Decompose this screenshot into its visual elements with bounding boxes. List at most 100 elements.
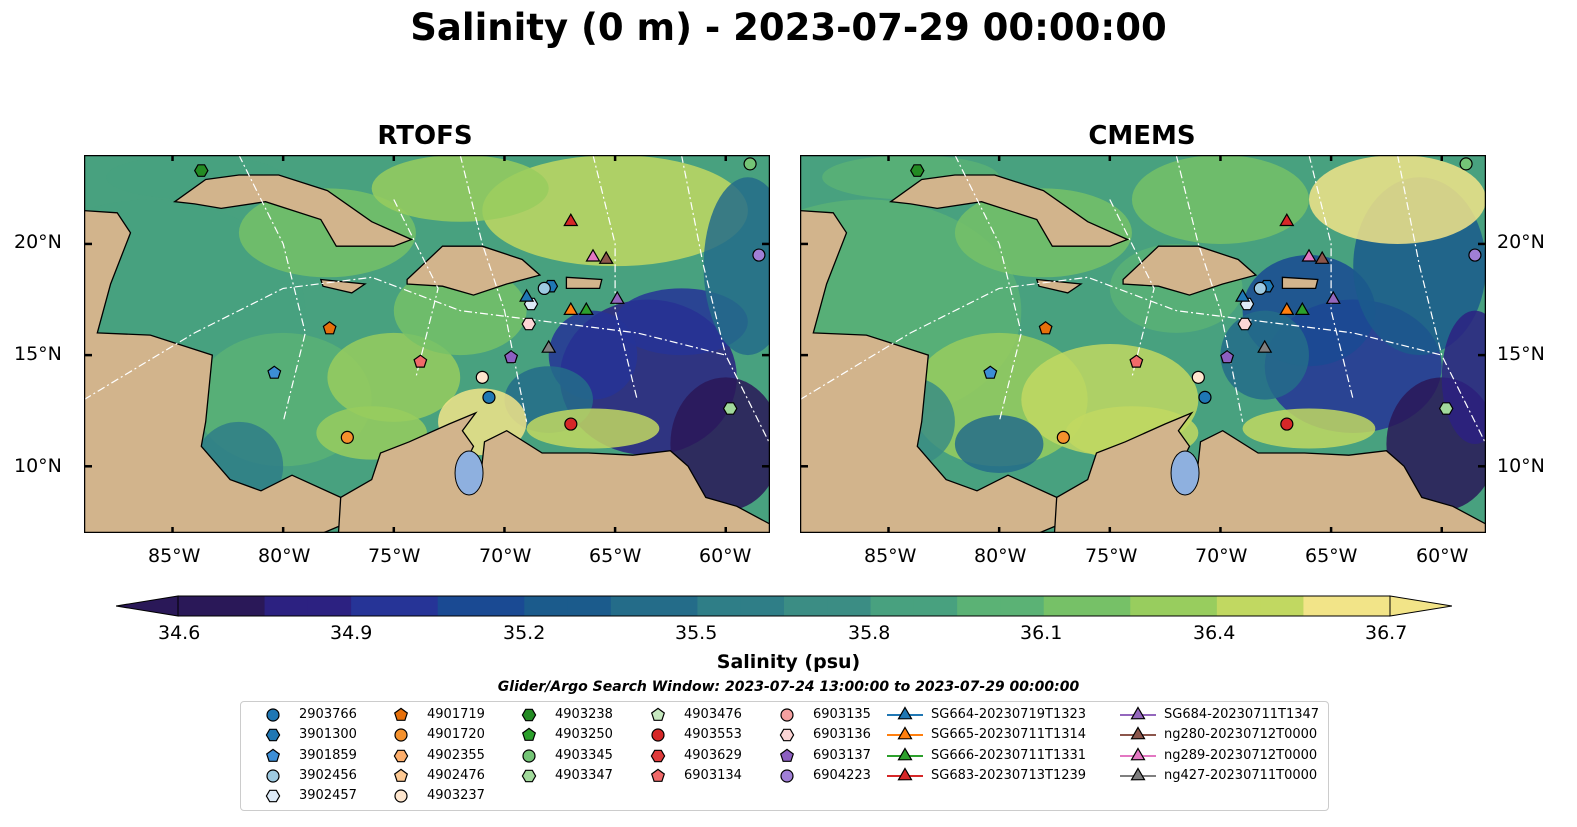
legend-marker-icon <box>779 748 795 762</box>
map-panel-rtofs <box>84 155 770 533</box>
legend-label: 3902457 <box>299 788 357 804</box>
legend-marker-icon <box>897 706 913 720</box>
colorbar-tick-label: 36.1 <box>1020 622 1063 644</box>
observation-marker <box>1038 321 1053 335</box>
legend-label: 6904223 <box>813 767 871 783</box>
legend-label: 4903629 <box>684 747 742 763</box>
observation-marker <box>340 430 354 444</box>
observation-marker <box>1279 301 1295 315</box>
observation-marker <box>521 317 537 331</box>
lat-tick-label: 10°N <box>14 455 62 477</box>
legend-label: 4903250 <box>555 727 613 743</box>
legend-label: ng427-20230711T0000 <box>1164 767 1318 783</box>
observation-marker <box>1257 339 1273 353</box>
observation-marker <box>322 321 337 335</box>
observation-marker <box>1279 212 1295 227</box>
observation-marker <box>1325 290 1341 304</box>
colorbar-label: Salinity (psu) <box>716 651 861 673</box>
legend-marker-icon <box>393 707 409 721</box>
legend-marker-icon <box>266 708 280 722</box>
observation-marker <box>1237 317 1253 331</box>
panel-title-cmems: CMEMS <box>1088 121 1196 151</box>
legend-marker-icon <box>265 789 281 803</box>
legend-marker-icon <box>265 748 281 762</box>
lon-tick-label: 80°W <box>974 545 1027 567</box>
lon-tick-label: 65°W <box>589 545 642 567</box>
lat-tick-label: 15°N <box>1497 343 1545 365</box>
legend-label: 4902476 <box>427 767 485 783</box>
legend-marker-icon <box>266 769 280 783</box>
observation-marker <box>1468 248 1482 262</box>
lat-tick-label: 15°N <box>14 343 62 365</box>
legend-label: 4903345 <box>555 747 613 763</box>
legend-marker-icon <box>1130 746 1146 761</box>
observation-marker <box>1280 417 1294 431</box>
observation-marker <box>563 212 579 227</box>
lat-tick-label: 10°N <box>1497 455 1545 477</box>
observation-marker <box>1459 157 1473 171</box>
legend-label: 6903135 <box>813 707 871 722</box>
colorbar-tick-label: 34.6 <box>158 622 201 644</box>
legend-marker-icon <box>779 728 795 742</box>
legend-marker-icon <box>780 769 794 783</box>
legend-marker-icon <box>650 768 666 782</box>
legend-label: 4903347 <box>555 767 613 783</box>
legend-label: 4903476 <box>684 707 742 722</box>
lon-tick-label: 70°W <box>479 545 532 567</box>
legend: 2903766 3901300 3901859 3902456 3902457 49017… <box>240 701 1329 811</box>
observation-marker <box>413 354 428 368</box>
legend-marker-icon <box>521 708 537 722</box>
observation-marker <box>578 301 594 315</box>
legend-marker-icon <box>393 768 409 782</box>
lon-tick-label: 75°W <box>368 545 421 567</box>
legend-label: 4902355 <box>427 747 485 763</box>
observation-marker <box>983 365 998 379</box>
legend-marker-icon <box>394 728 408 742</box>
observation-marker <box>1314 250 1330 264</box>
legend-label: 3901300 <box>299 727 357 743</box>
legend-marker-icon <box>651 728 665 742</box>
figure-title: Salinity (0 m) - 2023-07-29 00:00:00 <box>410 6 1167 49</box>
lon-tick-label: 60°W <box>699 545 752 567</box>
observation-marker <box>475 370 489 384</box>
legend-label: 3901859 <box>299 747 357 763</box>
legend-label: 6903136 <box>813 727 871 743</box>
observation-marker <box>1294 301 1310 315</box>
colorbar-tick-label: 35.2 <box>503 622 546 644</box>
legend-label: ng280-20230712T0000 <box>1164 727 1318 743</box>
observation-marker <box>752 248 766 262</box>
legend-label: SG665-20230711T1314 <box>931 727 1087 743</box>
observation-marker <box>537 281 551 296</box>
observation-marker <box>1198 390 1212 404</box>
legend-label: SG664-20230719T1323 <box>931 707 1087 722</box>
legend-label: 4903238 <box>555 707 613 722</box>
observation-marker <box>585 248 601 262</box>
colorbar-tick-label: 35.5 <box>675 622 718 644</box>
legend-marker-icon <box>1130 706 1146 720</box>
legend-marker-icon <box>394 789 408 803</box>
lon-tick-label: 70°W <box>1195 545 1248 567</box>
legend-marker-icon <box>521 769 537 783</box>
legend-label: 6903137 <box>813 747 871 763</box>
legend-label: 4901719 <box>427 707 485 722</box>
observation-marker <box>563 301 579 315</box>
observation-marker <box>609 290 625 304</box>
legend-marker-icon <box>897 746 913 761</box>
lon-tick-label: 75°W <box>1085 545 1138 567</box>
observation-marker <box>504 349 519 364</box>
observation-marker <box>1056 430 1070 444</box>
observation-marker <box>1235 288 1251 302</box>
lon-tick-label: 65°W <box>1305 545 1358 567</box>
observation-marker <box>541 339 557 353</box>
legend-marker-icon <box>521 727 537 742</box>
legend-marker-icon <box>1130 767 1146 781</box>
observation-marker <box>743 157 757 171</box>
legend-label: 4903553 <box>684 727 742 743</box>
colorbar-tick-label: 36.7 <box>1365 622 1408 644</box>
legend-marker-icon <box>650 749 666 762</box>
observation-marker <box>1220 349 1235 364</box>
observation-marker <box>267 365 282 379</box>
colorbar-tick-label: 34.9 <box>330 622 373 644</box>
legend-label: SG666-20230711T1331 <box>931 747 1087 763</box>
lon-tick-label: 60°W <box>1416 545 1469 567</box>
